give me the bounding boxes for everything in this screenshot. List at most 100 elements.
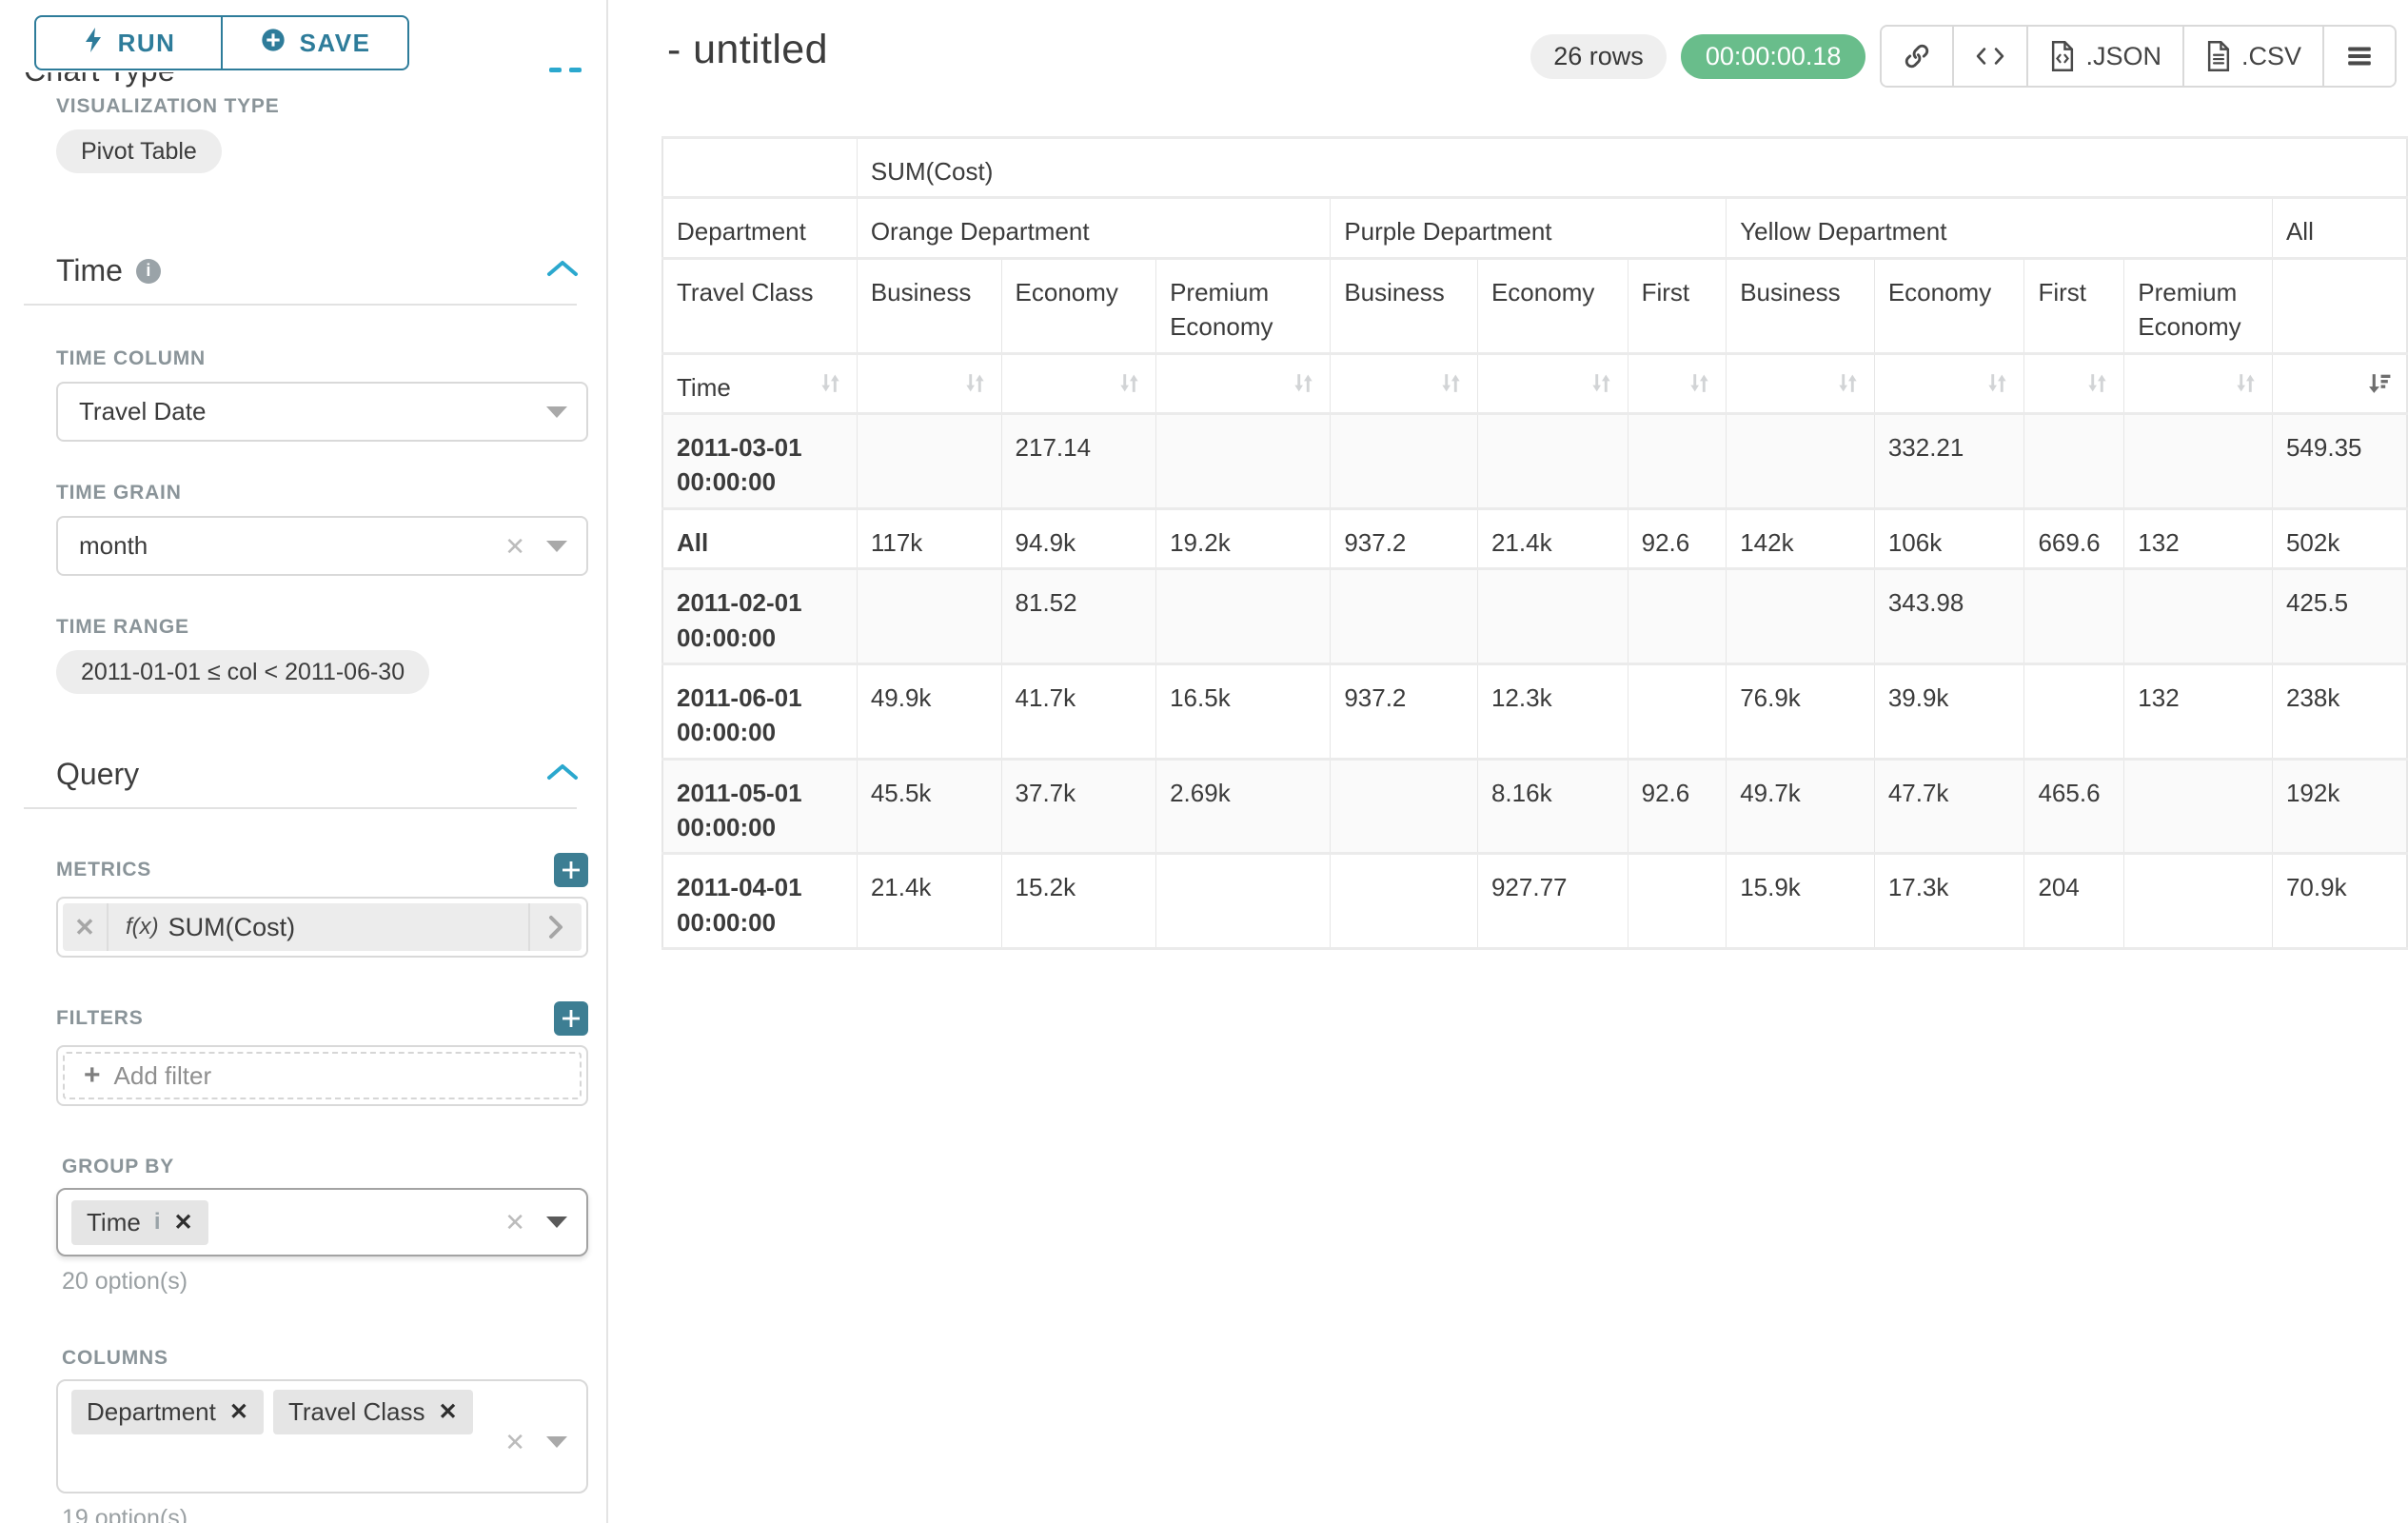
chevron-right-icon[interactable]: [528, 903, 582, 951]
travel-class-header[interactable]: Economy: [1476, 256, 1628, 355]
clear-icon[interactable]: ✕: [504, 1428, 525, 1456]
value-cell: [2123, 567, 2273, 665]
run-button[interactable]: RUN: [34, 15, 222, 70]
sort-icon[interactable]: [1589, 370, 1614, 405]
value-cell: 425.5: [2271, 567, 2408, 665]
remove-chip-icon[interactable]: ✕: [173, 1209, 193, 1236]
column-sort-cell[interactable]: [1873, 351, 2025, 415]
value-cell: [1155, 852, 1332, 951]
value-cell: [1627, 567, 1727, 665]
time-grain-select[interactable]: month ✕: [56, 516, 588, 576]
sort-icon[interactable]: [1116, 370, 1142, 405]
clipped-info-icon: [549, 68, 562, 72]
section-divider: [24, 807, 577, 809]
travel-class-header[interactable]: Business: [1330, 256, 1478, 355]
column-sort-cell[interactable]: [1476, 351, 1628, 415]
selected-option-chip[interactable]: Travel Class ✕: [272, 1390, 473, 1434]
value-cell: 238k: [2271, 662, 2408, 761]
travel-class-header[interactable]: Economy: [1000, 256, 1157, 355]
export-json-button[interactable]: .JSON: [2028, 27, 2184, 86]
sort-icon[interactable]: [1438, 370, 1464, 405]
remove-metric-icon[interactable]: ✕: [63, 903, 109, 951]
column-sort-cell[interactable]: [1627, 351, 1727, 415]
selected-option-chip[interactable]: Department ✕: [71, 1390, 264, 1434]
department-group-header[interactable]: Orange Department: [856, 196, 1332, 260]
menu-button[interactable]: [2324, 27, 2395, 86]
department-group-header[interactable]: All: [2271, 196, 2408, 260]
clear-icon[interactable]: ✕: [504, 531, 525, 561]
remove-chip-icon[interactable]: ✕: [228, 1399, 248, 1425]
time-range-pill[interactable]: 2011-01-01 ≤ col < 2011-06-30: [56, 650, 430, 694]
column-sort-cell[interactable]: [1000, 351, 1157, 415]
travel-class-header[interactable]: Economy: [1873, 256, 2025, 355]
sort-icon[interactable]: [2233, 370, 2259, 405]
add-metric-button[interactable]: [554, 853, 588, 887]
time-sort-header[interactable]: Time: [661, 351, 858, 415]
travel-class-header[interactable]: Business: [856, 256, 1002, 355]
value-cell: 49.7k: [1726, 757, 1875, 856]
travel-class-header[interactable]: First: [2023, 256, 2125, 355]
value-cell: 15.9k: [1726, 852, 1875, 951]
travel-class-header[interactable]: Business: [1726, 256, 1875, 355]
time-section-title: Time: [56, 253, 123, 287]
chevron-up-icon[interactable]: [546, 259, 579, 283]
value-cell: 217.14: [1000, 411, 1157, 510]
time-column-label: TIME COLUMN: [56, 347, 206, 369]
clipped-collapse-icon: [569, 68, 582, 72]
metric-header-cell[interactable]: SUM(Cost): [856, 135, 2408, 200]
sort-icon[interactable]: [818, 370, 843, 405]
time-column-select[interactable]: Travel Date: [56, 382, 588, 442]
column-sort-cell[interactable]: [856, 351, 1002, 415]
remove-chip-icon[interactable]: ✕: [438, 1399, 458, 1425]
travel-class-header[interactable]: [2271, 256, 2408, 355]
column-sort-cell[interactable]: [1330, 351, 1478, 415]
sort-descending-icon[interactable]: [2367, 370, 2393, 405]
sort-icon[interactable]: [1835, 370, 1861, 405]
chevron-up-icon[interactable]: [546, 762, 579, 786]
group-by-select[interactable]: Time i ✕ ✕: [56, 1188, 588, 1256]
share-link-button[interactable]: [1882, 27, 1955, 86]
corner-cell: [661, 135, 858, 200]
value-cell: [2123, 757, 2273, 856]
run-save-button-row: RUN SAVE: [34, 15, 409, 70]
value-cell: 19.2k: [1155, 506, 1332, 571]
travel-class-header[interactable]: Premium Economy: [2123, 256, 2273, 355]
value-cell: 8.16k: [1476, 757, 1628, 856]
save-button[interactable]: SAVE: [222, 15, 409, 70]
department-group-header[interactable]: Purple Department: [1330, 196, 1727, 260]
column-sort-cell[interactable]: [1155, 351, 1332, 415]
sort-icon[interactable]: [962, 370, 988, 405]
column-sort-cell[interactable]: [1726, 351, 1875, 415]
link-icon: [1903, 42, 1931, 70]
column-sort-cell[interactable]: [2023, 351, 2125, 415]
travel-class-header[interactable]: First: [1627, 256, 1727, 355]
sort-icon[interactable]: [1291, 370, 1316, 405]
column-sort-cell[interactable]: [2271, 351, 2408, 415]
viz-type-pill[interactable]: Pivot Table: [56, 129, 222, 173]
value-cell: 12.3k: [1476, 662, 1628, 761]
value-cell: [1627, 852, 1727, 951]
clear-icon[interactable]: ✕: [504, 1208, 525, 1236]
add-filter-button[interactable]: + Add filter: [63, 1052, 582, 1099]
sort-icon[interactable]: [1984, 370, 2010, 405]
chart-title[interactable]: - untitled: [667, 27, 828, 72]
selected-option-chip[interactable]: Time i ✕: [71, 1199, 208, 1245]
travel-class-axis-label[interactable]: Travel Class: [661, 256, 858, 355]
value-cell: [1330, 757, 1478, 856]
embed-code-button[interactable]: [1954, 27, 2029, 86]
sort-icon[interactable]: [2084, 370, 2110, 405]
value-cell: [2023, 567, 2125, 665]
column-sort-cell[interactable]: [2123, 351, 2273, 415]
add-filter-plus-button[interactable]: [554, 1001, 588, 1036]
department-group-header[interactable]: Yellow Department: [1726, 196, 2273, 260]
filters-label-row: FILTERS: [56, 1001, 588, 1036]
sort-icon[interactable]: [1687, 370, 1712, 405]
columns-select[interactable]: Department ✕ Travel Class ✕ ✕: [56, 1379, 588, 1493]
value-cell: [1155, 567, 1332, 665]
chevron-down-icon: [546, 405, 567, 418]
department-axis-label[interactable]: Department: [661, 196, 858, 260]
value-cell: 37.7k: [1000, 757, 1157, 856]
export-csv-button[interactable]: .CSV: [2183, 27, 2324, 86]
metric-chip[interactable]: ✕ f(x) SUM(Cost): [63, 903, 582, 951]
travel-class-header[interactable]: Premium Economy: [1155, 256, 1332, 355]
